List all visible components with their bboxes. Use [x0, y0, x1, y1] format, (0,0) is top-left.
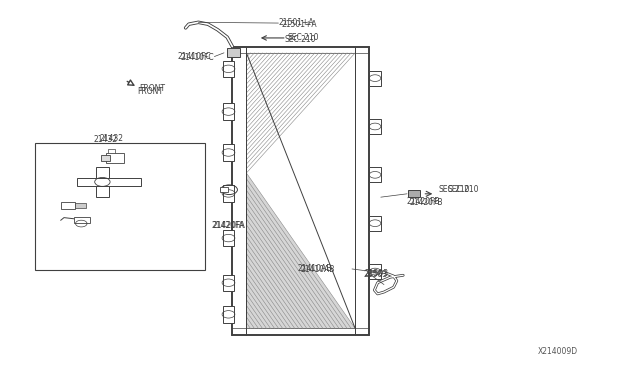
Text: 21503: 21503	[365, 269, 389, 278]
Bar	[108, 149, 115, 153]
Text: SEC.210: SEC.210	[448, 185, 479, 194]
Text: 21410FB: 21410FB	[44, 209, 74, 215]
Text: 21410FC: 21410FC	[180, 53, 214, 62]
Bar	[223, 61, 234, 77]
Bar	[74, 217, 90, 223]
Text: 21410AA: 21410AA	[54, 225, 86, 231]
Bar	[369, 119, 381, 134]
Bar	[106, 153, 124, 163]
Bar	[223, 144, 234, 161]
Bar	[408, 190, 420, 197]
Text: 21501+A: 21501+A	[278, 18, 314, 27]
Text: 21501: 21501	[53, 179, 76, 185]
Text: 21420G: 21420G	[48, 153, 76, 159]
Text: 21410FB: 21410FB	[42, 208, 72, 214]
Bar	[75, 203, 86, 208]
Text: FRONT: FRONT	[138, 87, 164, 96]
Bar	[35, 143, 205, 270]
Text: 21420FA: 21420FA	[212, 221, 245, 230]
Bar	[77, 178, 141, 186]
Text: SEC.210: SEC.210	[285, 35, 316, 44]
Text: FRONT: FRONT	[140, 84, 166, 93]
Bar	[61, 202, 75, 209]
Text: 21420FB: 21420FB	[410, 198, 443, 207]
Bar	[369, 167, 381, 182]
Text: 21503: 21503	[364, 270, 388, 279]
Bar	[227, 48, 240, 57]
Text: 21420FA: 21420FA	[211, 221, 244, 230]
Text: 21501+A: 21501+A	[282, 20, 317, 29]
Bar	[223, 230, 234, 246]
Bar	[223, 275, 234, 291]
Bar	[369, 216, 381, 231]
Bar	[96, 167, 109, 178]
Bar	[223, 103, 234, 120]
Text: 21410AB: 21410AB	[298, 264, 332, 273]
Text: X214009D: X214009D	[538, 347, 578, 356]
Bar	[369, 71, 381, 86]
Bar	[223, 185, 234, 202]
Polygon shape	[246, 53, 355, 173]
Polygon shape	[246, 53, 355, 328]
Text: 21501: 21501	[50, 179, 72, 185]
Text: SEC.210: SEC.210	[438, 185, 470, 194]
Text: 21432: 21432	[93, 135, 118, 144]
Text: 21410FC: 21410FC	[177, 52, 211, 61]
Text: 21420FB: 21420FB	[406, 197, 440, 206]
Bar	[96, 186, 109, 197]
Bar	[101, 155, 110, 161]
Text: SEC.210: SEC.210	[288, 33, 319, 42]
Bar	[369, 264, 381, 279]
Polygon shape	[246, 53, 355, 328]
Text: 21432: 21432	[100, 134, 124, 143]
Text: 21420G: 21420G	[51, 153, 79, 159]
Text: 21410AA: 21410AA	[58, 224, 90, 230]
Bar	[220, 187, 228, 192]
Bar	[223, 306, 234, 323]
Text: 21410AB: 21410AB	[301, 265, 335, 274]
